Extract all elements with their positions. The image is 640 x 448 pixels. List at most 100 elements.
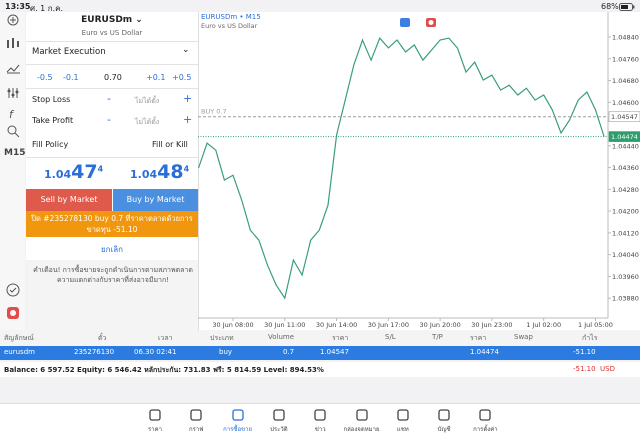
tab-icon[interactable] [313, 408, 327, 422]
volume-step[interactable]: -0.5 [37, 73, 53, 82]
column-header: ประเภท [210, 334, 234, 342]
svg-text:f: f [9, 108, 15, 121]
tab-label[interactable]: แชท [396, 426, 409, 433]
tab-icon[interactable] [355, 408, 369, 422]
column-header: ราคา [332, 334, 349, 342]
take-profit-label: Take Profit [32, 116, 74, 125]
symbol: EURUSDm [81, 15, 133, 25]
sidebar-icons[interactable]: f [4, 14, 22, 144]
chart-area[interactable] [198, 12, 640, 330]
y-tick-label: 1.04120 [612, 229, 639, 237]
cell: buy [219, 348, 233, 356]
price-head: 1.04 [44, 168, 72, 181]
timeframe[interactable]: M15 [4, 148, 26, 158]
tab-icon[interactable] [396, 408, 410, 422]
volume-step[interactable]: -0.1 [63, 73, 79, 82]
ask-price: 1.04484 [130, 161, 189, 183]
tab-icon[interactable] [437, 408, 451, 422]
cell: 1.04547 [320, 348, 349, 356]
tab-icon[interactable] [148, 408, 162, 422]
battery-level: 68% [601, 2, 619, 11]
chart-subtitle: Euro vs US Dollar [201, 22, 258, 30]
column-header: T/P [432, 333, 443, 341]
y-tick-label: 1.04280 [612, 186, 639, 194]
buy-button[interactable]: Buy by Market [113, 189, 198, 211]
position-row[interactable] [0, 346, 640, 360]
level-price-box [608, 131, 640, 142]
tab-label[interactable]: การตั้งค่า [473, 426, 498, 433]
take-profit-value[interactable]: ไม่ได้ตั้ง [135, 118, 160, 126]
symbol-selector[interactable]: EURUSDm ⌄ [81, 15, 143, 25]
close-position-button[interactable]: ปิด #235278130 buy 0.7 ที่ราคาตลาดด้วยกา… [26, 211, 198, 237]
volume[interactable]: 0.70 [104, 73, 122, 82]
execution-type[interactable]: Market Execution [32, 47, 106, 57]
y-tick-label: 1.04840 [612, 34, 639, 42]
cancel-button[interactable]: ยกเลิก [100, 245, 123, 254]
dropdown-chevron[interactable]: ⌄ [182, 45, 190, 55]
stop-loss-minus[interactable]: - [107, 92, 111, 105]
column-header: ตั๋ว [98, 334, 107, 342]
currency: USD [600, 365, 615, 373]
chart-title: EURUSDm • M15 [201, 13, 261, 21]
symbol-description: Euro vs US Dollar [81, 29, 143, 37]
sell-button[interactable]: Sell by Market [26, 189, 112, 211]
clock: 13:35 [5, 2, 31, 11]
tab-icon[interactable] [478, 408, 492, 422]
y-tick-label: 1.04680 [612, 77, 639, 85]
cell: 06.30 02:41 [134, 348, 177, 356]
sidebar [0, 12, 25, 332]
x-tick-label: 1 Jul 02:00 [526, 321, 561, 329]
column-header: สัญลักษณ์ [4, 334, 34, 342]
chart: EURUSDm • M15 Euro vs US Dollar 1.04840 1… [198, 12, 640, 329]
tab-label[interactable]: บัญชี [437, 426, 451, 433]
y-tick-label: 1.04440 [612, 142, 639, 150]
y-tick-label: 1.04360 [612, 164, 639, 172]
cell: 1.04474 [470, 348, 499, 356]
tab-label[interactable]: ประวัติ [270, 426, 288, 433]
trade-icon[interactable] [400, 18, 410, 27]
price-tail: 4 [183, 164, 190, 174]
tab-icon[interactable] [231, 408, 245, 422]
x-tick-label: 30 Jun 23:00 [471, 321, 512, 329]
tab-label[interactable]: กราฟ [189, 426, 204, 433]
fill-policy-value[interactable]: Fill or Kill [152, 140, 188, 149]
tab-label[interactable]: กล่องจดหมาย [343, 426, 380, 433]
take-profit-plus[interactable]: + [183, 113, 193, 126]
stop-loss-plus[interactable]: + [183, 92, 193, 105]
level-label: BUY 0.7 [201, 108, 227, 116]
tab-label[interactable]: ราคา [148, 426, 162, 433]
column-header: กำไร [582, 334, 598, 342]
battery-icon [619, 3, 635, 11]
y-tick-label: 1.04040 [612, 251, 639, 259]
level-price-label: 1.04474 [611, 133, 638, 141]
date: ศ. 1 ก.ค. [30, 4, 64, 13]
column-header: ราคา [470, 334, 487, 342]
sidebar-bottom-icons[interactable] [5, 283, 21, 323]
price-big: 47 [71, 161, 98, 183]
cell: 235276130 [74, 348, 115, 356]
column-header: S/L [385, 333, 396, 341]
stop-loss-value[interactable]: ไม่ได้ตั้ง [135, 97, 160, 105]
tab-icon[interactable] [189, 408, 203, 422]
bid-price: 1.04474 [44, 161, 103, 183]
cell: -51.10 [573, 348, 596, 356]
column-header: Volume [268, 333, 295, 341]
account-row [0, 362, 640, 377]
cell: 0.7 [283, 348, 295, 356]
account-summary: Balance: 6 597.52 Equity: 6 546.42 หลักป… [4, 366, 324, 374]
volume-step[interactable]: +0.1 [146, 73, 166, 82]
y-tick-label: 1.04600 [612, 99, 639, 107]
tab-label[interactable]: การซื้อขาย [223, 426, 253, 433]
x-tick-label: 30 Jun 08:00 [212, 321, 253, 329]
price-line [198, 36, 605, 300]
level-price-box [608, 111, 640, 123]
tab-icon[interactable] [272, 408, 286, 422]
y-tick-label: 1.04760 [612, 55, 639, 63]
total-profit: -51.10 [573, 365, 596, 373]
tab-label[interactable]: ข่าว [314, 426, 326, 433]
warning-text: คำเตือน! การซื้อขายจะถูกดำเนินการตามสภาพ… [33, 266, 193, 284]
x-tick-label: 30 Jun 17:00 [368, 321, 409, 329]
volume-step[interactable]: +0.5 [172, 73, 192, 82]
take-profit-minus[interactable]: - [107, 113, 111, 126]
